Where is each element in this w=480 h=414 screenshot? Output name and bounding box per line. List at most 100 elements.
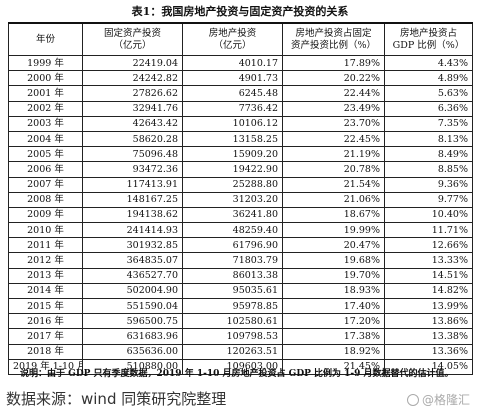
header-real-estate-investment-line2: （亿元） — [213, 39, 252, 51]
real-estate-investment-cell: 109603.00 — [182, 358, 283, 375]
re-share-fixed-cell: 17.38% — [282, 328, 385, 345]
re-share-gdp-cell: 14.05% — [384, 358, 473, 375]
table-row: 2016 年 596500.75 102580.61 17.20% 13.86% — [8, 313, 473, 330]
re-share-fixed-cell: 17.40% — [282, 297, 385, 315]
table-row: 2011 年 301932.85 61796.90 20.47% 12.66% — [8, 237, 473, 254]
re-share-gdp-cell: 4.43% — [384, 54, 473, 72]
fixed-investment-cell: 502004.90 — [82, 282, 183, 300]
real-estate-investment-cell: 13158.25 — [182, 130, 283, 148]
re-share-fixed-cell: 20.47% — [282, 237, 385, 254]
re-share-fixed-cell: 17.89% — [282, 54, 385, 72]
year-cell: 2013 年 — [8, 267, 83, 284]
table-row: 2017 年 631683.96 109798.53 17.38% 13.38% — [8, 328, 473, 345]
table-row: 2012 年 364835.07 71803.79 19.68% 13.33% — [8, 252, 473, 269]
year-cell: 2015 年 — [8, 297, 83, 315]
re-share-gdp-cell: 13.86% — [384, 313, 473, 330]
table-row: 1999 年 22419.04 4010.17 17.89% 4.43% — [8, 54, 473, 72]
re-share-fixed-cell: 18.67% — [282, 206, 385, 224]
year-cell: 1999 年 — [8, 54, 83, 72]
re-share-gdp-cell: 13.33% — [384, 252, 473, 269]
table-row: 2007 年 117413.91 25288.80 21.54% 9.36% — [8, 176, 473, 193]
re-share-fixed-cell: 23.49% — [282, 100, 385, 117]
year-cell: 2002 年 — [8, 100, 83, 117]
fixed-investment-cell: 635636.00 — [82, 343, 183, 360]
fixed-investment-cell: 117413.91 — [82, 176, 183, 193]
header-re-share-gdp-line2: GDP 比例（%） — [392, 39, 465, 51]
watermark-text: @格隆汇 — [421, 393, 470, 407]
re-share-fixed-cell: 19.70% — [282, 267, 385, 284]
table-row: 2018 年 635636.00 120263.51 18.92% 13.36% — [8, 343, 473, 360]
real-estate-investment-cell: 71803.79 — [182, 252, 283, 269]
re-share-gdp-cell: 6.36% — [384, 100, 473, 117]
re-share-gdp-cell: 13.38% — [384, 328, 473, 345]
header-re-share-gdp-line1: 房地产投资占 — [399, 27, 457, 39]
re-share-gdp-cell: 9.36% — [384, 176, 473, 193]
table-title: 表1：我国房地产投资与固定资产投资的关系 — [131, 5, 349, 18]
real-estate-investment-cell: 48259.40 — [182, 222, 283, 239]
re-share-fixed-cell: 21.54% — [282, 176, 385, 193]
header-real-estate-investment-line1: 房地产投资 — [208, 27, 257, 39]
year-cell: 2014 年 — [8, 282, 83, 300]
re-share-fixed-cell: 18.93% — [282, 282, 385, 300]
real-estate-investment-cell: 95978.85 — [182, 297, 283, 315]
re-share-gdp-cell: 11.71% — [384, 222, 473, 239]
table-row: 2002 年 32941.76 7736.42 23.49% 6.36% — [8, 100, 473, 117]
real-estate-investment-cell: 109798.53 — [182, 328, 283, 345]
fixed-investment-cell: 301932.85 — [82, 237, 183, 254]
fixed-investment-cell: 364835.07 — [82, 252, 183, 269]
re-share-fixed-cell: 19.99% — [282, 222, 385, 239]
table-body: 1999 年 22419.04 4010.17 17.89% 4.43% 2000 年 24… — [8, 54, 473, 375]
year-cell: 2012 年 — [8, 252, 83, 269]
year-cell: 2007 年 — [8, 176, 83, 193]
table-row: 2004 年 58620.28 13158.25 22.45% 8.13% — [8, 130, 473, 148]
fixed-investment-cell: 436527.70 — [82, 267, 183, 284]
re-share-fixed-cell: 20.22% — [282, 70, 385, 87]
re-share-gdp-cell: 5.63% — [384, 85, 473, 102]
re-share-gdp-cell: 12.66% — [384, 237, 473, 254]
re-share-fixed-cell: 21.19% — [282, 146, 385, 163]
real-estate-investment-cell: 7736.42 — [182, 100, 283, 117]
year-cell: 2016 年 — [8, 313, 83, 330]
fixed-investment-cell: 241414.93 — [82, 222, 183, 239]
re-share-fixed-cell: 20.78% — [282, 161, 385, 178]
real-estate-investment-cell: 31203.20 — [182, 191, 283, 208]
table-row: 2015 年 551590.04 95978.85 17.40% 13.99% — [8, 297, 473, 315]
table-row: 2005 年 75096.48 15909.20 21.19% 8.49% — [8, 146, 473, 163]
table-row: 2000 年 24242.82 4901.73 20.22% 4.89% — [8, 70, 473, 87]
real-estate-investment-cell: 61796.90 — [182, 237, 283, 254]
real-estate-investment-cell: 25288.80 — [182, 176, 283, 193]
year-cell: 2006 年 — [8, 161, 83, 178]
table-row: 2008 年 148167.25 31203.20 21.06% 9.77% — [8, 191, 473, 208]
re-share-gdp-cell: 14.51% — [384, 267, 473, 284]
re-share-fixed-cell: 21.06% — [282, 191, 385, 208]
re-share-gdp-cell: 13.36% — [384, 343, 473, 360]
table-row: 2006 年 93472.36 19422.90 20.78% 8.85% — [8, 161, 473, 178]
real-estate-investment-cell: 10106.12 — [182, 115, 283, 132]
real-estate-investment-cell: 4901.73 — [182, 70, 283, 87]
real-estate-investment-cell: 19422.90 — [182, 161, 283, 178]
fixed-investment-cell: 22419.04 — [82, 54, 183, 72]
re-share-fixed-cell: 17.20% — [282, 313, 385, 330]
re-share-gdp-cell: 9.77% — [384, 191, 473, 208]
table-row: 2001 年 27826.62 6245.48 22.44% 5.63% — [8, 85, 473, 102]
real-estate-investment-cell: 95035.61 — [182, 282, 283, 300]
year-cell: 2010 年 — [8, 222, 83, 239]
year-cell: 2000 年 — [8, 70, 83, 87]
header-real-estate-investment: 房地产投资 （亿元） — [182, 22, 283, 56]
re-share-fixed-cell: 22.45% — [282, 130, 385, 148]
re-share-gdp-cell: 8.49% — [384, 146, 473, 163]
fixed-investment-cell: 58620.28 — [82, 130, 183, 148]
year-cell: 2017 年 — [8, 328, 83, 345]
fixed-investment-cell: 27826.62 — [82, 85, 183, 102]
re-share-gdp-cell: 14.82% — [384, 282, 473, 300]
watermark-logo-icon — [406, 394, 419, 406]
table-row: 2019 年 1-10 月 510880.00 109603.00 21.45% 14.… — [8, 358, 473, 375]
table-header-row: 年份 固定资产投资 （亿元） 房地产投资 （亿元） 房地产投资占固定 资产投资比… — [8, 22, 473, 56]
table-row: 2013 年 436527.70 86013.38 19.70% 14.51% — [8, 267, 473, 284]
year-cell: 2004 年 — [8, 130, 83, 148]
re-share-gdp-cell: 8.13% — [384, 130, 473, 148]
table-row: 2010 年 241414.93 48259.40 19.99% 11.71% — [8, 222, 473, 239]
real-estate-investment-cell: 36241.80 — [182, 206, 283, 224]
year-cell: 2003 年 — [8, 115, 83, 132]
fixed-investment-cell: 75096.48 — [82, 146, 183, 163]
